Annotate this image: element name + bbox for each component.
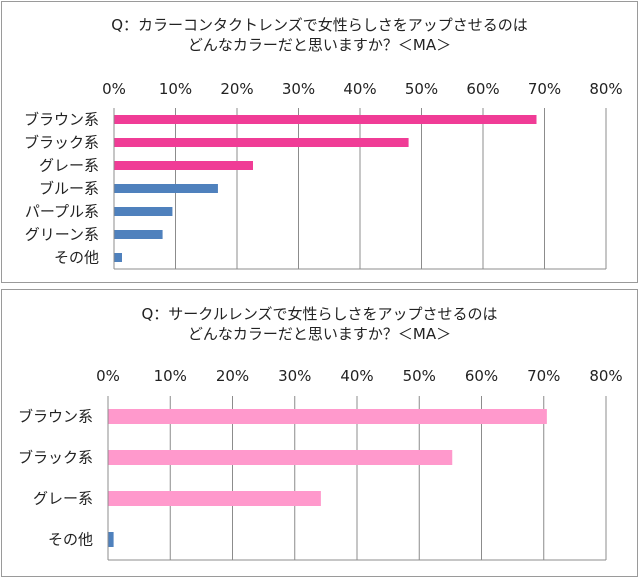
x-tick-label: 40% bbox=[343, 80, 376, 98]
chart-title-line-1: Q：サークルレンズで女性らしさをアップさせるのは bbox=[141, 305, 498, 323]
bar bbox=[114, 253, 122, 262]
bar bbox=[108, 532, 114, 547]
bar bbox=[114, 161, 253, 170]
bar-chart-circle-lens: 0% 10% 20% 30% 40% 50% 60% 70% 80% ブラウン系ブラック系グレー系… bbox=[18, 367, 623, 561]
x-tick-label: 20% bbox=[220, 80, 253, 98]
x-tick-label: 0% bbox=[96, 367, 120, 385]
chart-title-line-2: どんなカラーだと思いますか？＜MA＞ bbox=[187, 325, 452, 343]
x-tick-label: 60% bbox=[465, 367, 498, 385]
bar bbox=[114, 207, 173, 216]
bar bbox=[114, 115, 537, 124]
x-tick-label: 40% bbox=[340, 367, 373, 385]
category-label: グレー系 bbox=[33, 490, 93, 508]
category-label: グレー系 bbox=[39, 157, 99, 175]
category-label: グリーン系 bbox=[25, 226, 99, 244]
x-tick-label: 50% bbox=[403, 367, 436, 385]
chart-panel-circle-lens: Q：サークルレンズで女性らしさをアップさせるのは どんなカラーだと思いますか？＜… bbox=[1, 289, 638, 577]
category-label: ブラウン系 bbox=[24, 111, 99, 129]
category-label: ブラック系 bbox=[18, 449, 93, 467]
x-tick-label: 0% bbox=[102, 80, 126, 98]
category-label: その他 bbox=[48, 531, 93, 549]
chart-panel-contact-lens: Q：カラーコンタクトレンズで女性らしさをアップさせるのは どんなカラーだと思いま… bbox=[1, 1, 638, 283]
x-tick-label: 70% bbox=[527, 367, 560, 385]
x-tick-label: 10% bbox=[154, 367, 187, 385]
category-label: ブラウン系 bbox=[18, 408, 93, 426]
x-tick-label: 80% bbox=[589, 80, 622, 98]
x-tick-label: 50% bbox=[405, 80, 438, 98]
x-tick-label: 30% bbox=[278, 367, 311, 385]
bar bbox=[108, 491, 321, 506]
bar bbox=[114, 138, 409, 147]
category-label: パープル系 bbox=[25, 203, 99, 221]
bar bbox=[114, 230, 163, 239]
x-tick-label: 60% bbox=[466, 80, 499, 98]
category-label: ブルー系 bbox=[39, 180, 99, 198]
chart-title: Q：カラーコンタクトレンズで女性らしさをアップさせるのは どんなカラーだと思いま… bbox=[2, 15, 637, 55]
chart-title-line-2: どんなカラーだと思いますか？＜MA＞ bbox=[187, 36, 452, 54]
x-tick-label: 20% bbox=[216, 367, 249, 385]
bar-chart-contact-lens: 0% 10% 20% 30% 40% 50% 60% 70% 80% ブラウン系ブラック系グレー系… bbox=[24, 80, 623, 270]
x-tick-label: 10% bbox=[159, 80, 192, 98]
bar bbox=[114, 184, 218, 193]
category-label: その他 bbox=[54, 249, 99, 267]
chart-title: Q：サークルレンズで女性らしさをアップさせるのは どんなカラーだと思いますか？＜… bbox=[2, 304, 637, 344]
x-tick-label: 80% bbox=[589, 367, 622, 385]
x-tick-label: 30% bbox=[282, 80, 315, 98]
category-label: ブラック系 bbox=[24, 134, 99, 152]
chart-title-line-1: Q：カラーコンタクトレンズで女性らしさをアップさせるのは bbox=[111, 16, 528, 34]
x-tick-label: 70% bbox=[528, 80, 561, 98]
bar bbox=[108, 450, 453, 465]
bar bbox=[108, 409, 547, 424]
